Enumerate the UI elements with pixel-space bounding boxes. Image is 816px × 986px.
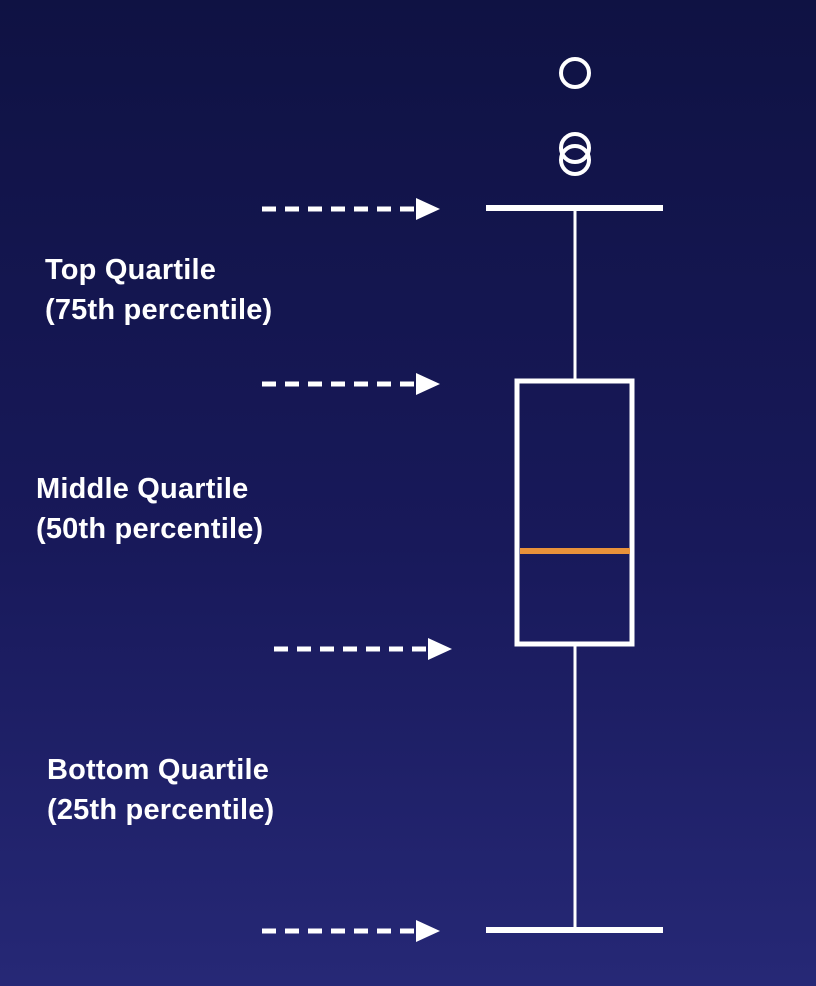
interquartile-box	[514, 378, 635, 647]
bottom-quartile-label: Bottom Quartile (25th percentile)	[47, 750, 274, 830]
outlier-point	[559, 144, 591, 176]
pointer-arrow-box-bottom	[274, 638, 452, 660]
bottom-quartile-percentile: (25th percentile)	[47, 794, 275, 826]
middle-quartile-label: Middle Quartile (50th percentile)	[36, 469, 263, 549]
middle-quartile-title: Middle Quartile	[36, 473, 249, 505]
outlier-point	[559, 57, 591, 89]
top-quartile-percentile: (75th percentile)	[45, 294, 273, 326]
bottom-quartile-title: Bottom Quartile	[47, 754, 270, 786]
pointer-arrow-box-top	[262, 373, 440, 395]
top-quartile-title: Top Quartile	[45, 254, 217, 286]
pointer-arrow-lower-whisker	[262, 920, 440, 942]
top-quartile-label: Top Quartile (75th percentile)	[45, 250, 272, 330]
outlier-point	[559, 132, 591, 164]
pointer-arrow-upper-whisker	[262, 198, 440, 220]
middle-quartile-percentile: (50th percentile)	[36, 513, 264, 545]
